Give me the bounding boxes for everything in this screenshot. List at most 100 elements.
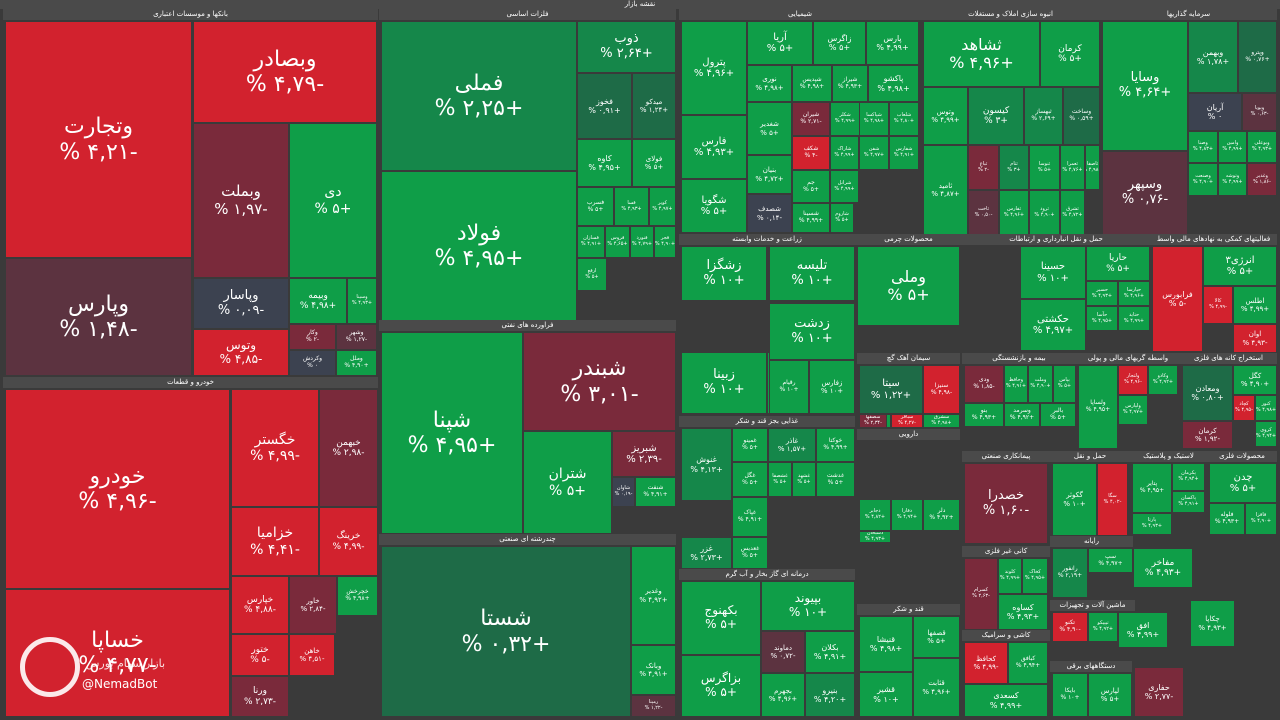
stock-tile[interactable]: وتوس -۴,۸۵ % bbox=[193, 329, 289, 376]
stock-tile[interactable]: ولپارس +۴,۹۷ % bbox=[1118, 395, 1148, 425]
stock-tile[interactable]: پترول +۴,۹۶ % bbox=[681, 21, 747, 115]
stock-tile[interactable]: وشهر -۱,۲۷ % bbox=[336, 324, 377, 350]
stock-tile[interactable]: ولتجار -۴,۹۶ % bbox=[1118, 365, 1148, 395]
stock-tile[interactable]: حسینا +۱۰ % bbox=[1020, 246, 1086, 299]
stock-tile[interactable]: جم +۵ % bbox=[792, 170, 830, 203]
stock-tile[interactable]: کچاد -۴,۹۵ % bbox=[1233, 395, 1255, 421]
stock-tile[interactable]: غنوش +۴,۱۳ % bbox=[681, 428, 732, 501]
stock-tile[interactable]: سیتا +۱,۲۲ % bbox=[859, 365, 923, 414]
stock-tile[interactable]: وتوشه +۴,۹۹ % bbox=[1218, 163, 1247, 196]
stock-tile[interactable]: بپاس +۵ % bbox=[1053, 365, 1076, 403]
stock-tile[interactable]: بنیرو +۴,۲۰ % bbox=[805, 673, 855, 717]
stock-tile[interactable]: خوکتا +۴,۹۹ % bbox=[816, 428, 855, 462]
stock-tile[interactable]: کخاک +۴,۹۵ % bbox=[1022, 558, 1048, 594]
stock-tile[interactable]: وغدیر -۱,۸۶ % bbox=[1247, 163, 1277, 196]
stock-tile[interactable]: بالبر +۵ % bbox=[1040, 403, 1076, 427]
stock-tile[interactable]: وغدیر +۴,۹۲ % bbox=[631, 546, 676, 645]
stock-tile[interactable]: کویر +۴,۹۷ % bbox=[649, 187, 676, 226]
stock-tile[interactable]: چدن +۵ % bbox=[1209, 463, 1277, 503]
stock-tile[interactable]: فسرب +۵ % bbox=[577, 187, 614, 226]
stock-tile[interactable]: وبوعلی +۴,۹۳ % bbox=[1247, 131, 1277, 163]
stock-tile[interactable]: شبریز -۲,۳۹ % bbox=[612, 431, 676, 477]
stock-tile[interactable]: شیران -۲,۷۱ % bbox=[792, 102, 830, 136]
stock-tile[interactable]: نوری +۴,۹۸ % bbox=[747, 65, 792, 102]
stock-tile[interactable]: شیراز +۴,۹۳ % bbox=[832, 65, 868, 102]
stock-tile[interactable]: بپیوند +۱۰ % bbox=[761, 581, 855, 631]
stock-tile[interactable]: دی +۵ % bbox=[289, 123, 377, 278]
stock-tile[interactable]: فولاد +۴,۹۵ % bbox=[381, 171, 577, 321]
stock-tile[interactable]: وبانک +۴,۹۱ % bbox=[631, 645, 676, 695]
stock-tile[interactable]: خصدرا -۱,۶۰ % bbox=[964, 463, 1048, 544]
stock-tile[interactable]: بنو +۴,۹۳ % bbox=[964, 403, 1004, 427]
stock-tile[interactable]: شستا +۰,۳۲ % bbox=[381, 546, 631, 717]
stock-tile[interactable]: کسعدی +۴,۹۹ % bbox=[964, 684, 1048, 717]
stock-tile[interactable]: ورنا -۲,۷۳ % bbox=[231, 676, 289, 717]
stock-tile[interactable]: حتاید +۴,۹۹ % bbox=[1118, 306, 1150, 331]
stock-tile[interactable]: غشصفا +۵ % bbox=[768, 462, 792, 497]
stock-tile[interactable]: قنیشا +۴,۹۸ % bbox=[859, 616, 913, 672]
stock-tile[interactable]: وپاسار -۰,۰۹ % bbox=[193, 278, 289, 329]
stock-tile[interactable]: پارتا +۴,۹۳ % bbox=[1132, 513, 1172, 535]
stock-tile[interactable]: خبهمن -۲,۹۸ % bbox=[319, 389, 378, 507]
stock-tile[interactable]: کرمان +۵ % bbox=[1040, 21, 1100, 87]
stock-tile[interactable]: کبافق +۴,۹۴ % bbox=[1008, 642, 1048, 684]
stock-tile[interactable]: ثاصفا+۴,۹۸ % bbox=[1085, 145, 1100, 190]
stock-tile[interactable]: شگویا +۵ % bbox=[681, 179, 747, 233]
stock-tile[interactable]: کلوند +۴,۹۹ % bbox=[998, 558, 1022, 594]
stock-tile[interactable]: ثباغ -۲ % bbox=[968, 145, 999, 190]
stock-tile[interactable]: شاوان -۰,۱۹ % bbox=[612, 477, 635, 507]
stock-tile[interactable]: ارفع +۵ % bbox=[577, 258, 607, 291]
stock-tile[interactable]: زاگرس +۵ % bbox=[813, 21, 866, 65]
stock-tile[interactable]: بایکا +۱۰ % bbox=[1052, 673, 1088, 717]
stock-tile[interactable]: وملی +۵ % bbox=[857, 246, 960, 326]
stock-tile[interactable]: فجر +۴,۹۰ % bbox=[654, 226, 676, 258]
stock-tile[interactable]: فنورد +۴,۷۹ % bbox=[630, 226, 654, 258]
stock-tile[interactable]: آریان ۰ % bbox=[1188, 93, 1242, 131]
stock-tile[interactable]: فرابورس -۵ % bbox=[1152, 246, 1203, 352]
stock-tile[interactable]: ثتام +۳ % bbox=[999, 145, 1029, 190]
stock-tile[interactable]: مفاخر +۴,۹۳ % bbox=[1133, 548, 1193, 588]
stock-tile[interactable]: وسایا +۴,۶۴ % bbox=[1102, 21, 1188, 151]
stock-tile[interactable]: وپترو +۰,۷۶ % bbox=[1238, 21, 1277, 93]
stock-tile[interactable]: تکنو -۴,۹۰ % bbox=[1052, 612, 1088, 642]
stock-tile[interactable]: وسینا +۴,۹۳ % bbox=[347, 278, 377, 324]
stock-tile[interactable]: کنور +۴,۹۸ % bbox=[1255, 395, 1277, 421]
stock-tile[interactable]: فسا +۴,۹۳ % bbox=[614, 187, 649, 226]
stock-tile[interactable]: بکهنوج +۵ % bbox=[681, 581, 761, 655]
stock-tile[interactable]: بنیان +۴,۷۲ % bbox=[747, 155, 792, 194]
stock-tile[interactable]: کروی +۴,۹۴ % bbox=[1255, 421, 1277, 447]
stock-tile[interactable]: لپارس +۵ % bbox=[1088, 673, 1132, 717]
stock-tile[interactable]: فولای +۵ % bbox=[632, 139, 676, 187]
stock-tile[interactable]: شصدف -۰,۱۴ % bbox=[747, 194, 792, 233]
stock-tile[interactable]: فافزا +۴,۹۰ % bbox=[1245, 503, 1277, 535]
stock-tile[interactable]: خپارس -۴,۸۸ % bbox=[231, 576, 289, 634]
stock-tile[interactable]: رمپنا -۱,۲۲ % bbox=[631, 695, 676, 717]
stock-tile[interactable]: شلعاب +۴,۸۰ % bbox=[889, 102, 919, 136]
stock-tile[interactable]: وسرمد +۴,۹۲ % bbox=[1004, 403, 1040, 427]
stock-tile[interactable]: خچرخش +۴,۹۸ % bbox=[337, 576, 378, 616]
stock-tile[interactable]: شسینا +۴,۹۹ % bbox=[792, 203, 830, 233]
stock-tile[interactable]: خاور -۲,۸۴ % bbox=[289, 576, 337, 634]
stock-tile[interactable]: غمینو +۵ % bbox=[732, 428, 768, 462]
stock-tile[interactable]: ثرود +۴,۹۰ % bbox=[1029, 190, 1060, 235]
stock-tile[interactable]: فلوله +۴,۹۳ % bbox=[1209, 503, 1245, 535]
stock-tile[interactable]: زبینا +۱۰ % bbox=[681, 352, 767, 414]
stock-tile[interactable]: ثاخت -۰,۵۰ % bbox=[968, 190, 999, 235]
stock-tile[interactable]: ثشرق +۴,۷۲ % bbox=[1060, 190, 1085, 235]
stock-tile[interactable]: ودی -۱,۸۵ % bbox=[964, 365, 1004, 403]
stock-tile[interactable]: کیسون +۳ % bbox=[968, 87, 1024, 145]
stock-tile[interactable]: سشرق +۴,۹۸ % bbox=[923, 414, 960, 428]
stock-tile[interactable]: حفاری -۲,۷۷ % bbox=[1134, 667, 1184, 717]
stock-tile[interactable]: حسیر +۴,۹۳ % bbox=[1086, 281, 1118, 306]
stock-tile[interactable]: افق +۴,۹۹ % bbox=[1118, 612, 1168, 648]
stock-tile[interactable]: وبیمه +۴,۹۸ % bbox=[289, 278, 347, 324]
stock-tile[interactable]: شفن +۴,۹۷ % bbox=[859, 136, 889, 170]
stock-tile[interactable]: وبملت -۱,۹۷ % bbox=[193, 123, 289, 278]
stock-tile[interactable]: شپنا +۴,۹۵ % bbox=[381, 332, 523, 534]
stock-tile[interactable]: کگل +۴,۹۰ % bbox=[1233, 365, 1277, 395]
stock-tile[interactable]: کحافظ -۴,۹۹ % bbox=[964, 642, 1008, 684]
stock-tile[interactable]: فملی +۲,۲۵ % bbox=[381, 21, 577, 171]
stock-tile[interactable]: وبهمن +۱,۷۸ % bbox=[1188, 21, 1238, 93]
stock-tile[interactable]: قصفها +۵ % bbox=[913, 616, 960, 658]
stock-tile[interactable]: ثنوسا +۵ % bbox=[1029, 145, 1060, 190]
